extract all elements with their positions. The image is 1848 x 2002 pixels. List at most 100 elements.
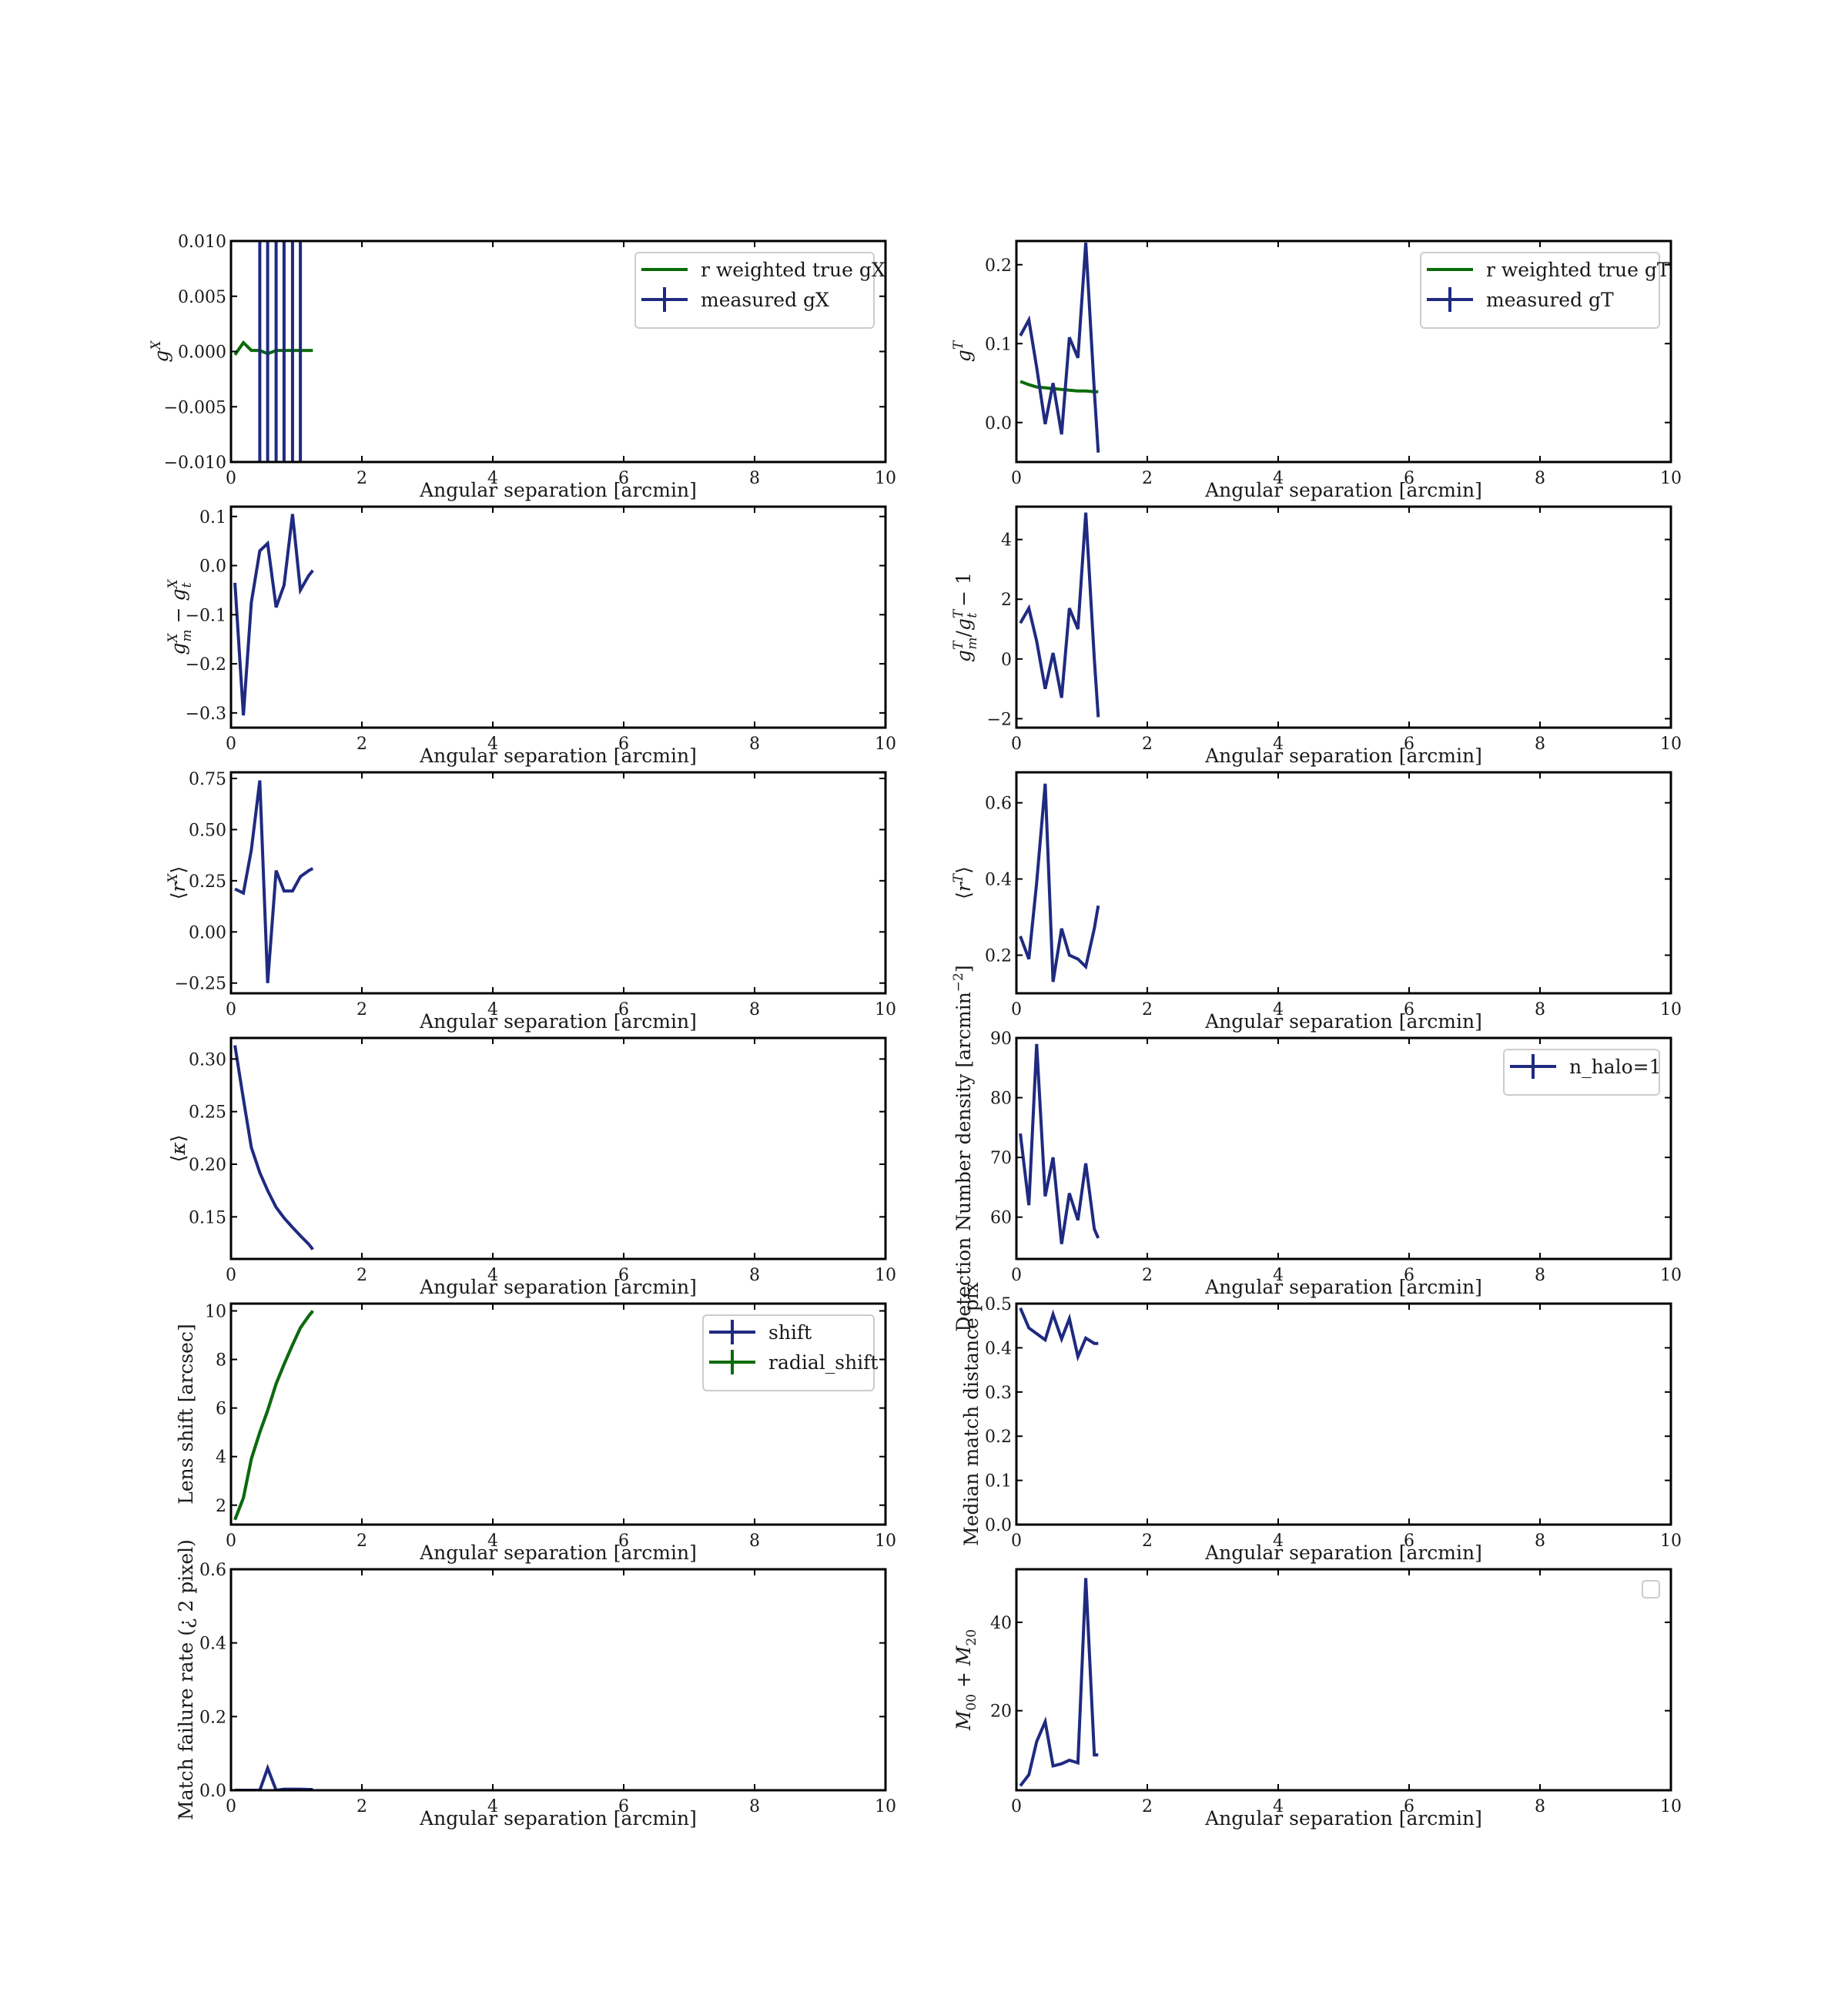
series-line-1 [235,1763,313,1790]
y-tick-label: 0.20 [189,1156,226,1175]
x-axis-label: Angular separation [arcmin] [1204,1542,1482,1564]
x-tick-label: 2 [357,1532,367,1551]
series-line-2 [1019,242,1100,453]
y-tick-label: 0.0 [985,414,1012,434]
legend-box [702,1314,875,1391]
series-line-1 [1019,1043,1100,1244]
x-tick-label: 4 [1273,1797,1284,1816]
y-tick-label: −0.2 [186,655,226,675]
y-tick-label: 0.1 [199,508,226,527]
x-tick-label: 6 [1404,1266,1414,1285]
x-tick-label: 2 [1142,1000,1153,1019]
x-tick-label: 4 [1273,1532,1284,1551]
y-tick-label: 90 [990,1029,1012,1049]
x-tick-label: 6 [618,469,629,488]
legend-label: measured gX [701,289,829,311]
y-tick-label: 0.4 [985,1339,1012,1358]
x-tick-label: 6 [618,735,629,754]
x-tick-label: 10 [1660,1797,1682,1816]
y-tick-label: 4 [216,1448,226,1468]
x-tick-label: 0 [1011,1532,1022,1551]
y-axis-label: Match failure rate (¿ 2 pixel) [175,1539,197,1820]
y-tick-label: 6 [216,1400,226,1419]
x-axis-label: Angular separation [arcmin] [419,479,697,501]
plot-frame [229,505,887,729]
y-tick-label: 4 [1001,531,1012,551]
series-line-1 [234,780,314,983]
series-group [1019,1578,1099,1787]
x-tick-label: 6 [618,1532,629,1551]
y-axis-label: gTm/gTt − 1 [951,572,980,662]
x-tick-label: 8 [749,735,760,754]
y-tick-label: 0.3 [985,1384,1012,1403]
plot-frame [229,1568,887,1792]
y-tick-label: 0.00 [189,923,226,942]
x-axis-label: Angular separation [arcmin] [419,745,697,767]
subplot-1: 0 2 4 6 8 10 −0.010 −0.005 0.000 0.005 0.010 Angula… [149,233,896,501]
x-tick-label: 6 [618,1266,629,1285]
series-line-1 [1019,1578,1099,1787]
x-tick-label: 2 [1142,469,1153,488]
x-tick-label: 0 [1011,1266,1022,1285]
y-tick-label: 0.2 [199,1708,226,1727]
y-axis-label: gT [951,340,975,362]
x-axis-label: Angular separation [arcmin] [419,1276,697,1298]
y-tick-label: 0.2 [985,256,1012,276]
x-tick-label: 8 [1535,1000,1545,1019]
y-tick-label: −0.25 [175,975,226,994]
x-tick-label: 10 [875,1266,896,1285]
x-tick-label: 10 [1660,1532,1682,1551]
x-tick-label: 4 [1273,469,1284,488]
x-tick-label: 8 [749,1266,760,1285]
x-tick-label: 8 [749,1000,760,1019]
subplot-7: 0 2 4 6 8 10 0.15 0.20 0.25 0.30 Angular separatio… [167,1036,896,1298]
x-axis-label: Angular separation [arcmin] [419,1807,697,1830]
plot-frame [229,239,887,464]
x-tick-label: 10 [875,735,896,754]
y-tick-label: 0.0 [199,557,226,577]
subplot-3: 0 2 4 6 8 10 −0.3 −0.2 −0.1 0.0 0.1 Angular separat… [166,505,896,767]
plot-frame [1015,239,1672,464]
legend: r weighted true gX measured gX [634,252,886,329]
y-tick-label: 0.010 [178,233,226,252]
legend: shift radial_shift [702,1314,878,1391]
y-tick-label: 0.5 [985,1295,1012,1314]
y-tick-label: 0.1 [985,1472,1012,1491]
plot-frame [1015,1302,1672,1526]
x-axis-label: Angular separation [arcmin] [1204,1276,1482,1298]
y-tick-label: 70 [990,1149,1012,1168]
y-tick-label: 0.0 [199,1782,226,1801]
y-tick-label: 0.005 [178,288,226,307]
x-tick-label: 2 [1142,735,1153,754]
y-tick-label: 2 [1001,591,1012,610]
x-tick-label: 2 [357,469,367,488]
subplot-6: 0 2 4 6 8 10 0.2 0.4 0.6 Angular separation [arcm… [951,771,1682,1033]
x-tick-label: 0 [1011,735,1022,754]
subplot-12: 0 2 4 6 8 10 20 40 Angular separation [arcmin] M0… [952,1568,1682,1830]
plot-frame [229,771,887,995]
series-group [235,1763,313,1790]
subplot-11: 0 2 4 6 8 10 0.0 0.2 0.4 0.6 Angular separation [a… [175,1539,896,1830]
plot-frame [229,1036,887,1260]
y-tick-label: 0.25 [189,872,226,892]
x-tick-label: 4 [487,1797,498,1816]
x-tick-label: 10 [875,1532,896,1551]
subplot-5: 0 2 4 6 8 10 −0.25 0.00 0.25 0.50 0.75 Angular sepa… [166,770,896,1033]
y-tick-label: 0.6 [985,795,1012,814]
series-group [233,514,314,716]
x-tick-label: 2 [357,1266,367,1285]
series-group [1019,1043,1100,1244]
x-tick-label: 0 [226,1532,236,1551]
series-line-1 [233,1045,314,1250]
y-tick-label: 0.6 [199,1561,226,1580]
x-tick-label: 0 [226,1000,236,1019]
series-line-1 [233,514,314,716]
y-axis-label: Lens shift [arcsec] [175,1324,197,1504]
legend-label: n_halo=1 [1569,1056,1662,1078]
plot-frame [1015,771,1672,995]
x-tick-label: 0 [1011,469,1022,488]
plot-frame [229,1302,887,1526]
legend: n_halo=1 [1503,1049,1662,1096]
x-axis-label: Angular separation [arcmin] [1204,479,1482,501]
